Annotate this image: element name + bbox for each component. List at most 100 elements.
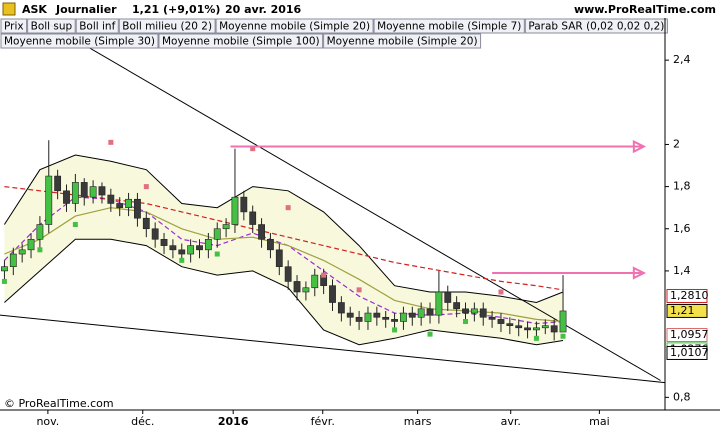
legend-label: Moyenne mobile (Simple 100) xyxy=(162,36,320,48)
candle-body xyxy=(27,238,35,251)
candle-body xyxy=(89,186,97,198)
candle-body xyxy=(355,316,363,322)
sar-dot xyxy=(560,333,566,339)
candle-body xyxy=(524,327,531,331)
price-tag-label: 1,2810 xyxy=(670,289,709,302)
moving-average xyxy=(4,186,564,291)
sar-dot xyxy=(179,257,185,263)
candle-body xyxy=(125,198,132,208)
trendline xyxy=(39,18,661,381)
candle-body xyxy=(142,217,150,230)
candle-body xyxy=(462,308,469,314)
legend-label: Prix xyxy=(4,21,24,33)
candle-body xyxy=(444,291,452,303)
candle-body xyxy=(80,182,88,198)
legend-item xyxy=(373,18,525,34)
candle-body xyxy=(160,238,168,246)
legend-label: Boll milieu (20 2) xyxy=(122,21,212,33)
legend-item xyxy=(118,18,216,34)
candle-body xyxy=(453,302,461,310)
band-line xyxy=(3,154,564,304)
candle-body xyxy=(400,312,407,322)
x-tick-label: avr. xyxy=(501,415,521,428)
candle-body xyxy=(559,310,567,333)
legend-item xyxy=(323,33,482,49)
y-tick-label: 1,4 xyxy=(673,264,691,277)
sar-dot xyxy=(533,335,539,341)
icon xyxy=(2,2,16,16)
candle-body xyxy=(550,325,558,333)
sar-dot xyxy=(250,146,256,152)
header-bar xyxy=(0,0,720,18)
arrow-head xyxy=(632,266,647,280)
candle-body xyxy=(169,245,177,251)
price-tag xyxy=(666,288,708,303)
trendline xyxy=(0,314,666,384)
sar-dot xyxy=(108,139,114,145)
candle-body xyxy=(488,316,496,320)
legend-label: Moyenne mobile (Simple 30) xyxy=(4,36,155,48)
legend-label: Moyenne mobile (Simple 20) xyxy=(327,36,478,48)
price-tag xyxy=(666,345,708,360)
y-tick-label: 2,4 xyxy=(673,53,691,66)
candle-body xyxy=(515,325,523,329)
legend-item xyxy=(27,18,76,34)
x-tick-label: déc. xyxy=(131,415,154,428)
candle-body xyxy=(54,175,62,192)
candle-body xyxy=(187,245,195,255)
candle-body xyxy=(71,182,79,204)
y-tick-label: 1,8 xyxy=(673,180,691,193)
candle-body xyxy=(284,266,292,282)
candle-body xyxy=(417,308,425,318)
candle-body xyxy=(36,224,44,240)
candle-body xyxy=(364,312,372,322)
band-fill xyxy=(4,154,564,345)
candle-body xyxy=(541,325,549,329)
candle-body xyxy=(497,319,505,324)
sar-dot xyxy=(143,184,149,190)
candle-body xyxy=(204,238,212,251)
candle-body xyxy=(240,196,248,213)
candle-body xyxy=(107,194,115,204)
candle-body xyxy=(63,190,70,204)
candle-body xyxy=(533,327,540,331)
y-tick-label: 1,6 xyxy=(673,222,691,235)
sar-dot xyxy=(321,272,327,278)
candle-body xyxy=(222,224,230,230)
candle-body xyxy=(337,302,345,314)
candle-body xyxy=(151,228,159,240)
candle-body xyxy=(98,186,106,196)
sar-dot xyxy=(427,331,433,337)
price-tag xyxy=(666,328,708,343)
legend-label: Moyenne mobile (Simple 20) xyxy=(219,21,370,33)
legend-label: Boll sup xyxy=(31,21,73,33)
sar-dot xyxy=(392,327,398,333)
candle-body xyxy=(470,308,478,314)
candle-body xyxy=(391,319,398,322)
x-tick-label: 2016 xyxy=(218,415,249,428)
arrow-head xyxy=(632,139,647,154)
candle-body xyxy=(18,249,26,255)
candle-body xyxy=(178,249,186,255)
y-tick-label: 2 xyxy=(673,137,680,150)
candle-body xyxy=(293,281,301,293)
candle-body xyxy=(382,316,390,320)
legend-label: Parab SAR (0,02 0,02 0,2) xyxy=(528,21,664,33)
candle-body xyxy=(249,211,257,225)
sar-dot xyxy=(214,251,220,257)
x-tick-label: mai xyxy=(589,415,610,428)
sar-dot xyxy=(37,247,43,253)
legend-label: Moyenne mobile (Simple 7) xyxy=(377,21,521,33)
legend-item xyxy=(0,33,159,49)
candle-body xyxy=(258,224,265,240)
sar-dot xyxy=(463,318,468,324)
sar-dot xyxy=(1,278,7,284)
legend-item xyxy=(524,18,668,34)
plot xyxy=(0,18,666,384)
candle-body xyxy=(346,312,354,318)
legend-label: Boll inf xyxy=(79,21,115,33)
x-tick-label: mars xyxy=(404,415,432,428)
sar-dot xyxy=(498,289,504,295)
sar-dot xyxy=(72,222,78,228)
